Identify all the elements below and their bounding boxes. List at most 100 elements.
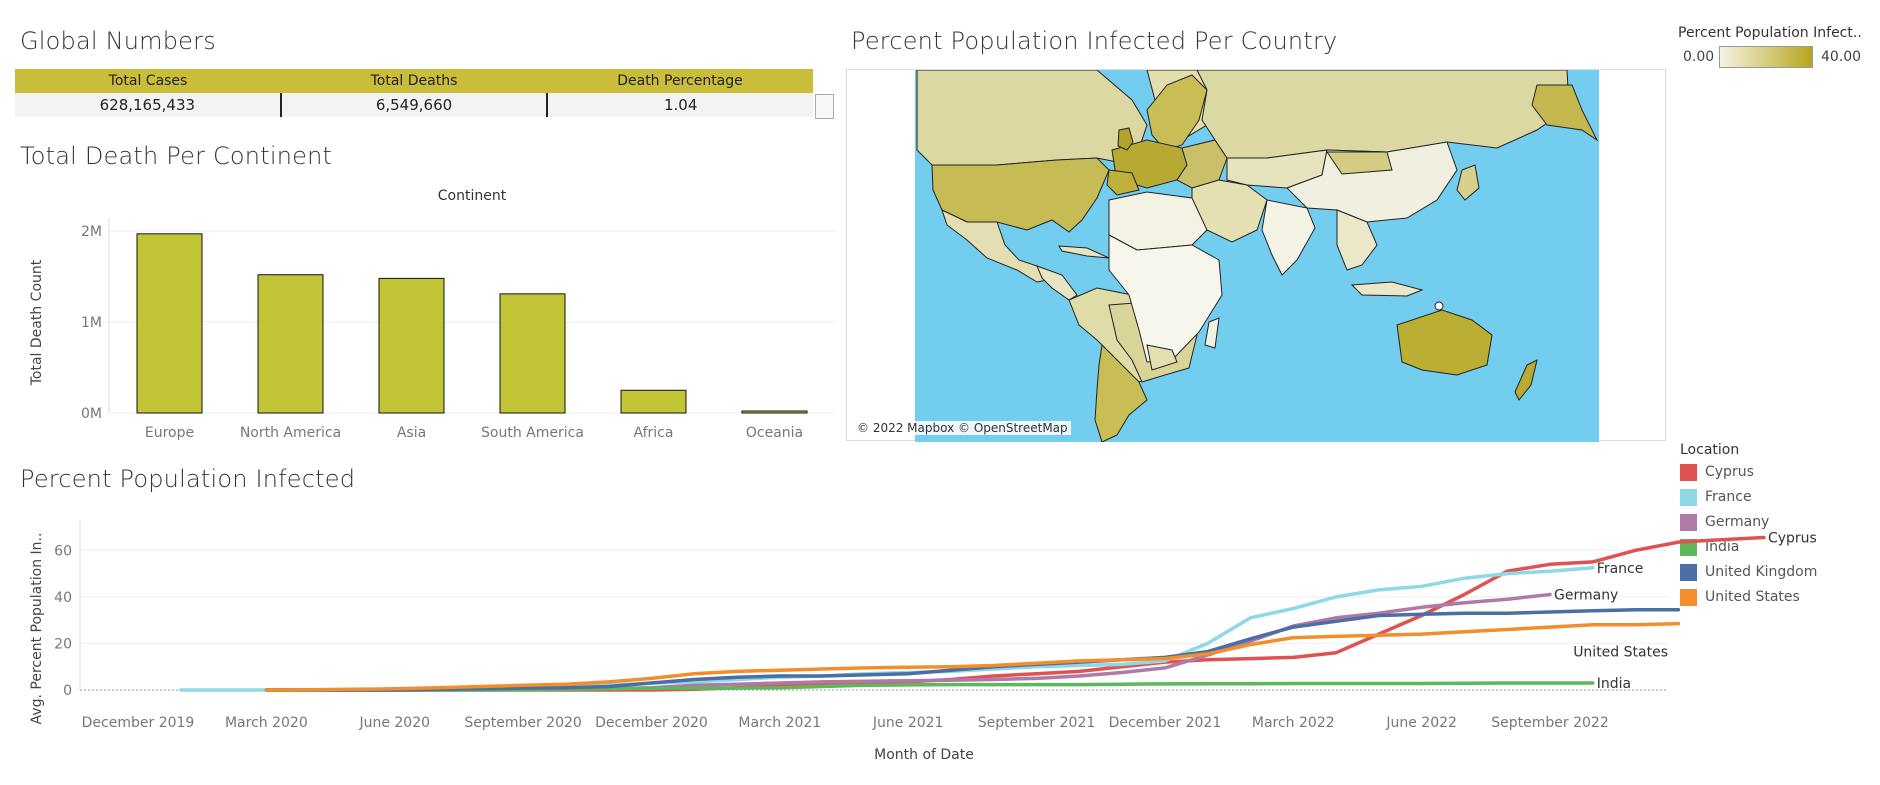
value-total-deaths: 6,549,660 bbox=[282, 93, 549, 117]
line-x-tick-label: September 2020 bbox=[464, 715, 581, 731]
legend-label: Cyprus bbox=[1705, 464, 1754, 480]
bar-category-label: North America bbox=[240, 425, 341, 441]
map-legend-max: 40.00 bbox=[1821, 49, 1862, 65]
world-map[interactable] bbox=[847, 70, 1667, 442]
line-x-tick-label: June 2022 bbox=[1385, 715, 1457, 731]
country-australia[interactable] bbox=[1396, 309, 1493, 376]
map-legend-title: Percent Population Infect.. bbox=[1678, 25, 1862, 41]
bar-y-axis-label: Total Death Count bbox=[29, 259, 45, 386]
map-attribution[interactable]: © 2022 Mapbox © OpenStreetMap bbox=[854, 421, 1071, 435]
legend-label: United States bbox=[1705, 589, 1800, 605]
series-end-label: India bbox=[1597, 676, 1631, 692]
island-marker bbox=[1434, 301, 1444, 311]
map-legend-min: 0.00 bbox=[1683, 49, 1715, 65]
line-y-tick-label: 0 bbox=[63, 683, 72, 699]
bar-category-label: South America bbox=[481, 425, 584, 441]
line-x-tick-label: September 2021 bbox=[978, 715, 1095, 731]
legend-swatch bbox=[1680, 588, 1697, 606]
legend-label: Germany bbox=[1705, 514, 1770, 530]
line-x-axis-label: Month of Date bbox=[874, 747, 974, 763]
location-legend-title: Location bbox=[1680, 442, 1740, 458]
bar[interactable] bbox=[620, 389, 687, 414]
region-caribbean[interactable] bbox=[1058, 245, 1110, 259]
bar-category-label: Europe bbox=[145, 425, 194, 441]
region-scandinavia[interactable] bbox=[1146, 74, 1208, 151]
bar-y-tick-label: 0M bbox=[81, 406, 102, 422]
series-line[interactable] bbox=[264, 621, 1681, 692]
line-y-tick-label: 60 bbox=[54, 543, 72, 559]
region-south-america-south[interactable] bbox=[1094, 343, 1148, 442]
header-death-percentage[interactable]: Death Percentage bbox=[617, 73, 743, 89]
map-legend-gradient[interactable] bbox=[1719, 46, 1813, 68]
bar-y-tick-label: 1M bbox=[81, 315, 102, 331]
series-end-label: United States bbox=[1573, 645, 1668, 661]
line-x-tick-label: December 2020 bbox=[595, 715, 708, 731]
bar-y-tick-label: 2M bbox=[81, 224, 102, 240]
legend-swatch bbox=[1680, 488, 1697, 506]
country-india[interactable] bbox=[1261, 199, 1316, 276]
location-legend-item[interactable]: India bbox=[1680, 537, 1739, 557]
country-united-kingdom[interactable] bbox=[1117, 127, 1134, 151]
country-alaska[interactable] bbox=[1531, 84, 1599, 142]
legend-swatch bbox=[1680, 563, 1697, 581]
legend-label: India bbox=[1705, 539, 1740, 555]
global-numbers-title: Global Numbers bbox=[20, 27, 216, 55]
region-north-africa[interactable] bbox=[1108, 191, 1208, 251]
country-china[interactable] bbox=[1286, 141, 1458, 223]
region-iberia[interactable] bbox=[1106, 169, 1140, 196]
bar[interactable] bbox=[136, 233, 203, 414]
series-end-label: Cyprus bbox=[1768, 530, 1817, 546]
line-x-tick-label: December 2019 bbox=[82, 715, 195, 731]
line-y-tick-label: 20 bbox=[54, 636, 72, 652]
country-mongolia[interactable] bbox=[1326, 151, 1393, 175]
bar[interactable] bbox=[741, 410, 808, 414]
region-southeast-asia[interactable] bbox=[1336, 209, 1378, 271]
infected-chart-title: Percent Population Infected bbox=[20, 465, 356, 493]
line-y-axis-label: Avg. Percent Population In.. bbox=[29, 533, 45, 725]
global-numbers-table: Total Cases Total Deaths Death Percentag… bbox=[15, 69, 813, 117]
series-line[interactable] bbox=[264, 535, 1766, 692]
series-line[interactable] bbox=[264, 681, 1595, 692]
map-frame[interactable]: © 2022 Mapbox © OpenStreetMap bbox=[846, 69, 1667, 442]
global-numbers-header: Total Cases Total Deaths Death Percentag… bbox=[15, 69, 813, 93]
continent-column-header: Continent bbox=[438, 188, 507, 204]
value-total-cases: 628,165,433 bbox=[15, 93, 282, 117]
series-end-label: France bbox=[1597, 561, 1644, 577]
location-legend-item[interactable]: Germany bbox=[1680, 512, 1769, 532]
line-x-tick-label: March 2022 bbox=[1252, 715, 1335, 731]
country-canada[interactable] bbox=[916, 70, 1148, 166]
table-scroll-button[interactable] bbox=[815, 94, 834, 119]
location-legend-item[interactable]: United Kingdom bbox=[1680, 562, 1817, 582]
line-x-tick-label: March 2020 bbox=[225, 715, 308, 731]
bar[interactable] bbox=[499, 293, 566, 414]
series-line[interactable] bbox=[264, 607, 1681, 692]
bar[interactable] bbox=[257, 274, 324, 414]
header-total-cases[interactable]: Total Cases bbox=[108, 73, 188, 89]
location-legend-item[interactable]: United States bbox=[1680, 587, 1800, 607]
location-legend-item[interactable]: Cyprus bbox=[1680, 462, 1754, 482]
line-x-tick-label: June 2021 bbox=[872, 715, 944, 731]
location-legend-item[interactable]: France bbox=[1680, 487, 1752, 507]
legend-swatch bbox=[1680, 513, 1697, 531]
line-y-tick-label: 40 bbox=[54, 590, 72, 606]
line-x-tick-label: March 2021 bbox=[738, 715, 821, 731]
country-south-africa[interactable] bbox=[1146, 344, 1178, 371]
value-death-percentage: 1.04 bbox=[663, 96, 698, 114]
series-line[interactable] bbox=[179, 566, 1595, 692]
bar-category-label: Oceania bbox=[746, 425, 803, 441]
country-japan[interactable] bbox=[1456, 164, 1480, 201]
legend-label: United Kingdom bbox=[1705, 564, 1818, 580]
line-x-tick-label: June 2020 bbox=[358, 715, 430, 731]
country-madagascar[interactable] bbox=[1204, 317, 1220, 349]
country-new-zealand[interactable] bbox=[1514, 359, 1538, 401]
region-sub-saharan-africa[interactable] bbox=[1108, 234, 1223, 363]
line-x-tick-label: September 2022 bbox=[1491, 715, 1608, 731]
header-total-deaths[interactable]: Total Deaths bbox=[370, 73, 458, 89]
continent-chart-title: Total Death Per Continent bbox=[20, 142, 333, 170]
legend-label: France bbox=[1705, 489, 1752, 505]
legend-swatch bbox=[1680, 463, 1697, 481]
bar-category-label: Asia bbox=[397, 425, 426, 441]
region-indonesia[interactable] bbox=[1350, 281, 1424, 297]
series-line[interactable] bbox=[264, 592, 1552, 692]
bar[interactable] bbox=[378, 277, 445, 414]
